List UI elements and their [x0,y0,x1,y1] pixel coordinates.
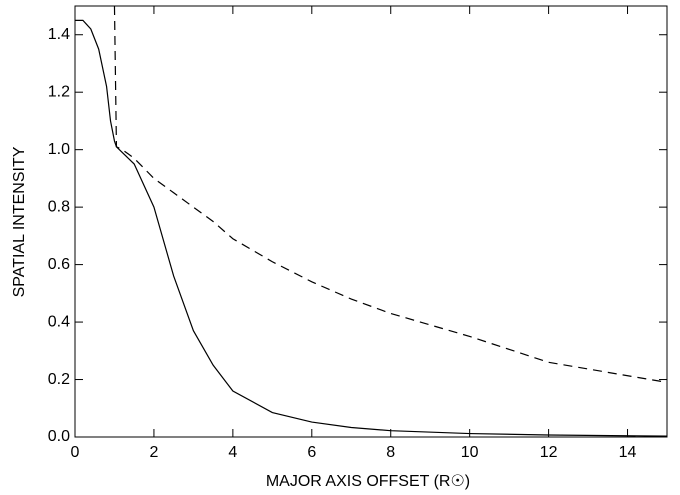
x-tick-label: 12 [540,444,558,461]
y-tick-label: 0.2 [48,371,70,388]
y-axis-label: SPATIAL INTENSITY [11,146,28,297]
plot-frame [74,5,668,438]
x-tick-label: 2 [149,444,158,461]
y-tick-label: 0.8 [48,198,70,215]
x-tick-label: 4 [228,444,237,461]
line-series [113,5,668,384]
y-tick-label: 0.4 [48,313,70,330]
line-series [75,19,668,437]
y-tick-label: 0.6 [48,256,70,273]
x-tick-label: 6 [307,444,316,461]
x-tick-label: 8 [386,444,395,461]
y-tick-label: 0.0 [48,428,70,445]
x-tick-label: 10 [461,444,479,461]
y-tick-label: 1.4 [48,26,70,43]
y-tick-label: 1.2 [48,83,70,100]
x-tick-label: 0 [71,444,80,461]
y-tick-label: 1.0 [48,141,70,158]
x-axis-label: MAJOR AXIS OFFSET (R☉) [266,473,470,490]
x-tick-label: 14 [619,444,637,461]
